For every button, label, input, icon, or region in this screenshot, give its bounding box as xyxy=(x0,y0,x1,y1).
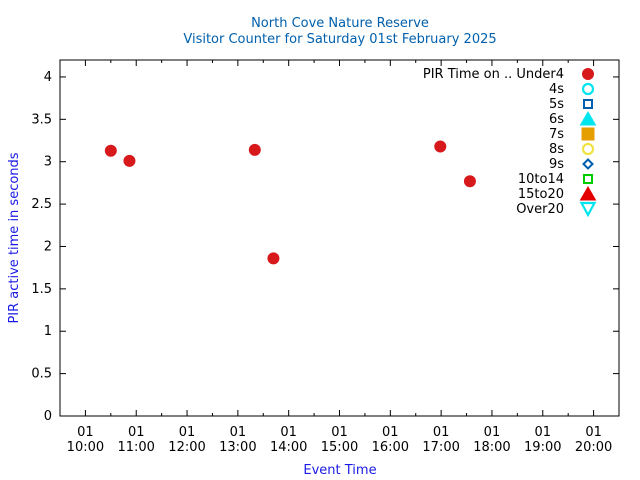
chart-title: North Cove Nature Reserve xyxy=(251,16,429,31)
y-tick-label: 2 xyxy=(44,239,52,254)
x-tick-label-day: 01 xyxy=(534,425,551,440)
x-tick-label-day: 01 xyxy=(382,425,399,440)
legend-label: 5s xyxy=(549,97,564,112)
legend-marker xyxy=(582,68,594,80)
legend-label: 7s xyxy=(549,127,564,142)
x-tick-label-day: 01 xyxy=(433,425,450,440)
legend-label: 9s xyxy=(549,157,564,172)
x-tick-label-day: 01 xyxy=(179,425,196,440)
legend-marker xyxy=(581,82,595,96)
plot-border xyxy=(59,59,620,417)
legend-marker xyxy=(579,201,597,218)
x-tick-label-time: 12:00 xyxy=(168,440,205,455)
x-tick-label-day: 01 xyxy=(128,425,145,440)
legend-marker xyxy=(582,158,594,170)
x-tick-label-time: 19:00 xyxy=(524,440,561,455)
x-tick-label-time: 14:00 xyxy=(270,440,307,455)
legend-marker xyxy=(579,110,597,126)
y-tick-label: 0 xyxy=(44,409,52,424)
x-tick-label-time: 17:00 xyxy=(422,440,459,455)
legend-label: 8s xyxy=(549,142,564,157)
x-tick-label-day: 01 xyxy=(77,425,94,440)
x-tick-label-time: 15:00 xyxy=(321,440,358,455)
x-tick-label-day: 01 xyxy=(331,425,348,440)
chart-subtitle: Visitor Counter for Saturday 01st Februa… xyxy=(183,32,496,47)
x-tick-label-time: 20:00 xyxy=(575,440,612,455)
legend-marker xyxy=(581,142,595,156)
y-tick-label: 3 xyxy=(44,155,52,170)
y-tick-label: 2.5 xyxy=(31,197,52,212)
data-point xyxy=(434,140,447,153)
legend-marker xyxy=(581,127,595,141)
x-tick-label-time: 11:00 xyxy=(117,440,154,455)
legend-label: 6s xyxy=(549,112,564,127)
legend-label: 10to14 xyxy=(518,172,564,187)
x-tick-label-time: 13:00 xyxy=(219,440,256,455)
x-axis-label: Event Time xyxy=(303,463,376,478)
y-tick-label: 4 xyxy=(44,70,52,85)
data-point xyxy=(104,144,117,157)
x-tick-label-time: 10:00 xyxy=(67,440,104,455)
x-tick-label-day: 01 xyxy=(280,425,297,440)
y-axis-label: PIR active time in seconds xyxy=(7,152,22,323)
y-tick-label: 1 xyxy=(44,324,52,339)
legend-label: 15to20 xyxy=(518,187,564,202)
data-point xyxy=(267,252,280,265)
y-axis: 0 0.5 1 1.5 2 2.5 3 3.5 4 xyxy=(31,70,619,424)
data-point xyxy=(123,154,136,167)
y-tick-label: 0.5 xyxy=(31,367,52,382)
legend-label: Over20 xyxy=(516,202,564,217)
legend-label: PIR Time on .. Under4 xyxy=(423,67,564,82)
data-points xyxy=(104,140,476,265)
legend-marker xyxy=(583,99,593,109)
data-point xyxy=(248,143,261,156)
data-point xyxy=(463,175,476,188)
legend-marker xyxy=(579,185,597,201)
x-tick-label-time: 16:00 xyxy=(372,440,409,455)
x-tick-label-day: 01 xyxy=(585,425,602,440)
x-tick-label-time: 18:00 xyxy=(473,440,510,455)
x-tick-label-day: 01 xyxy=(230,425,247,440)
legend-label: 4s xyxy=(549,82,564,97)
y-tick-label: 3.5 xyxy=(31,112,52,127)
x-axis: 0110:000111:000112:000113:000114:000115:… xyxy=(59,60,620,455)
y-tick-label: 1.5 xyxy=(31,282,52,297)
legend-marker xyxy=(583,174,593,184)
legend: PIR Time on .. Under44s5s6s7s8s9s10to141… xyxy=(423,67,597,218)
x-tick-label-day: 01 xyxy=(484,425,501,440)
